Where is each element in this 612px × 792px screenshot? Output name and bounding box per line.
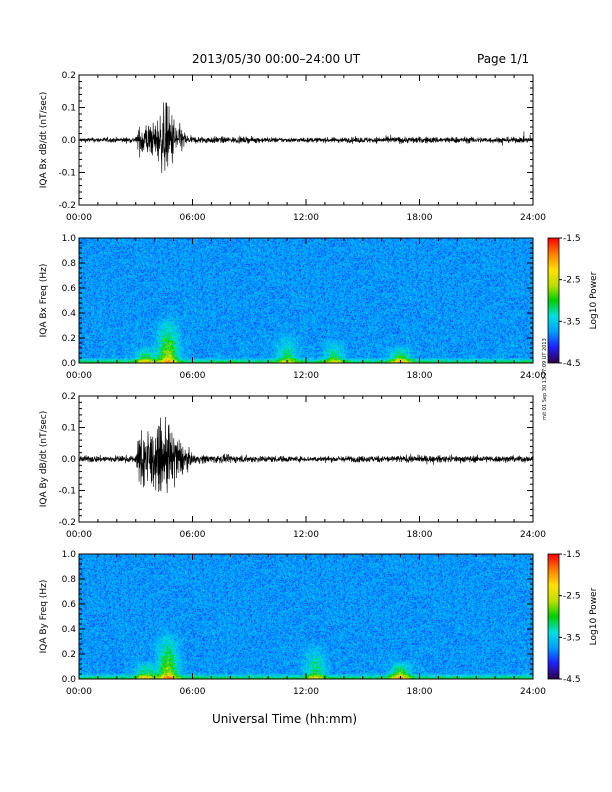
y-tick-label: 0.2 xyxy=(62,650,76,660)
colorbar-tick-label: -4.5 xyxy=(563,675,581,685)
y-axis-label: IQA By Freq (Hz) xyxy=(39,580,49,654)
x-tick-label: 12:00 xyxy=(293,371,319,381)
x-tick-label: 06:00 xyxy=(180,213,206,223)
y-tick-label: 0.2 xyxy=(62,392,76,402)
y-tick-label: 0.0 xyxy=(62,359,77,369)
data-series-line xyxy=(78,102,534,173)
colorbar-tick-label: -2.5 xyxy=(563,276,581,286)
x-tick-label: 24:00 xyxy=(520,687,546,697)
y-tick-label: 0.0 xyxy=(62,675,77,685)
plot-frame xyxy=(78,553,534,680)
y-tick-label: -0.1 xyxy=(58,487,76,497)
x-tick-label: 06:00 xyxy=(180,371,206,381)
y-tick-label: 0.2 xyxy=(62,334,76,344)
y-tick-label: 0.0 xyxy=(62,455,77,465)
y-tick-label: 0.8 xyxy=(62,259,77,269)
x-tick-label: 24:00 xyxy=(520,213,546,223)
y-tick-label: -0.2 xyxy=(58,201,76,211)
colorbar-tick-label: -4.5 xyxy=(563,359,581,369)
y-tick-label: -0.2 xyxy=(58,518,76,528)
page-label: Page 1/1 xyxy=(477,52,530,66)
x-tick-label: 12:00 xyxy=(293,530,319,540)
page-title: 2013/05/30 00:00–24:00 UT xyxy=(192,52,361,66)
x-tick-label: 18:00 xyxy=(407,213,433,223)
bx-spectrogram xyxy=(79,238,533,363)
x-axis-label: Universal Time (hh:mm) xyxy=(212,712,358,726)
colorbar-label: Log10 Power xyxy=(589,271,599,329)
y-tick-label: 0.1 xyxy=(62,424,76,434)
x-tick-label: 18:00 xyxy=(407,530,433,540)
x-tick-label: 12:00 xyxy=(293,213,319,223)
y-tick-label: 1.0 xyxy=(62,550,77,560)
y-tick-label: 0.6 xyxy=(62,284,77,294)
side-note: mit 01 Sep 30 13:27:09 UT 2013 xyxy=(542,338,548,420)
x-tick-label: 24:00 xyxy=(520,530,546,540)
bx-colorbar xyxy=(548,238,559,363)
y-axis-label: IQA Bx dB/dt (nT/sec) xyxy=(39,92,49,189)
y-tick-label: 0.8 xyxy=(62,575,77,585)
by-spectrogram xyxy=(79,554,533,679)
plot-frame xyxy=(78,237,534,364)
colorbar-tick-label: -2.5 xyxy=(563,592,581,602)
colorbar-tick-label: -3.5 xyxy=(563,317,581,327)
colorbar-tick-label: -1.5 xyxy=(563,550,581,560)
colorbar-frame xyxy=(547,237,560,364)
data-series-line xyxy=(78,417,534,494)
y-tick-label: 0.2 xyxy=(62,71,76,81)
x-tick-label: 18:00 xyxy=(407,371,433,381)
x-tick-label: 00:00 xyxy=(66,371,92,381)
x-tick-label: 18:00 xyxy=(407,687,433,697)
colorbar-frame xyxy=(547,553,560,680)
by-colorbar xyxy=(548,554,559,679)
x-tick-label: 24:00 xyxy=(520,371,546,381)
y-tick-label: 0.1 xyxy=(62,104,76,114)
colorbar-label: Log10 Power xyxy=(589,587,599,645)
x-tick-label: 12:00 xyxy=(293,687,319,697)
y-tick-label: 0.0 xyxy=(62,136,77,146)
x-tick-label: 06:00 xyxy=(180,530,206,540)
y-tick-label: 0.4 xyxy=(62,625,77,635)
x-tick-label: 00:00 xyxy=(66,213,92,223)
y-tick-label: -0.1 xyxy=(58,169,76,179)
y-axis-label: IQA By dB/dt (nT/sec) xyxy=(39,411,49,508)
y-tick-label: 0.4 xyxy=(62,309,77,319)
x-tick-label: 00:00 xyxy=(66,687,92,697)
colorbar-tick-label: -1.5 xyxy=(563,234,581,244)
x-tick-label: 06:00 xyxy=(180,687,206,697)
colorbar-tick-label: -3.5 xyxy=(563,633,581,643)
y-tick-label: 1.0 xyxy=(62,234,77,244)
x-tick-label: 00:00 xyxy=(66,530,92,540)
y-tick-label: 0.6 xyxy=(62,600,77,610)
y-axis-label: IQA Bx Freq (Hz) xyxy=(39,264,49,338)
